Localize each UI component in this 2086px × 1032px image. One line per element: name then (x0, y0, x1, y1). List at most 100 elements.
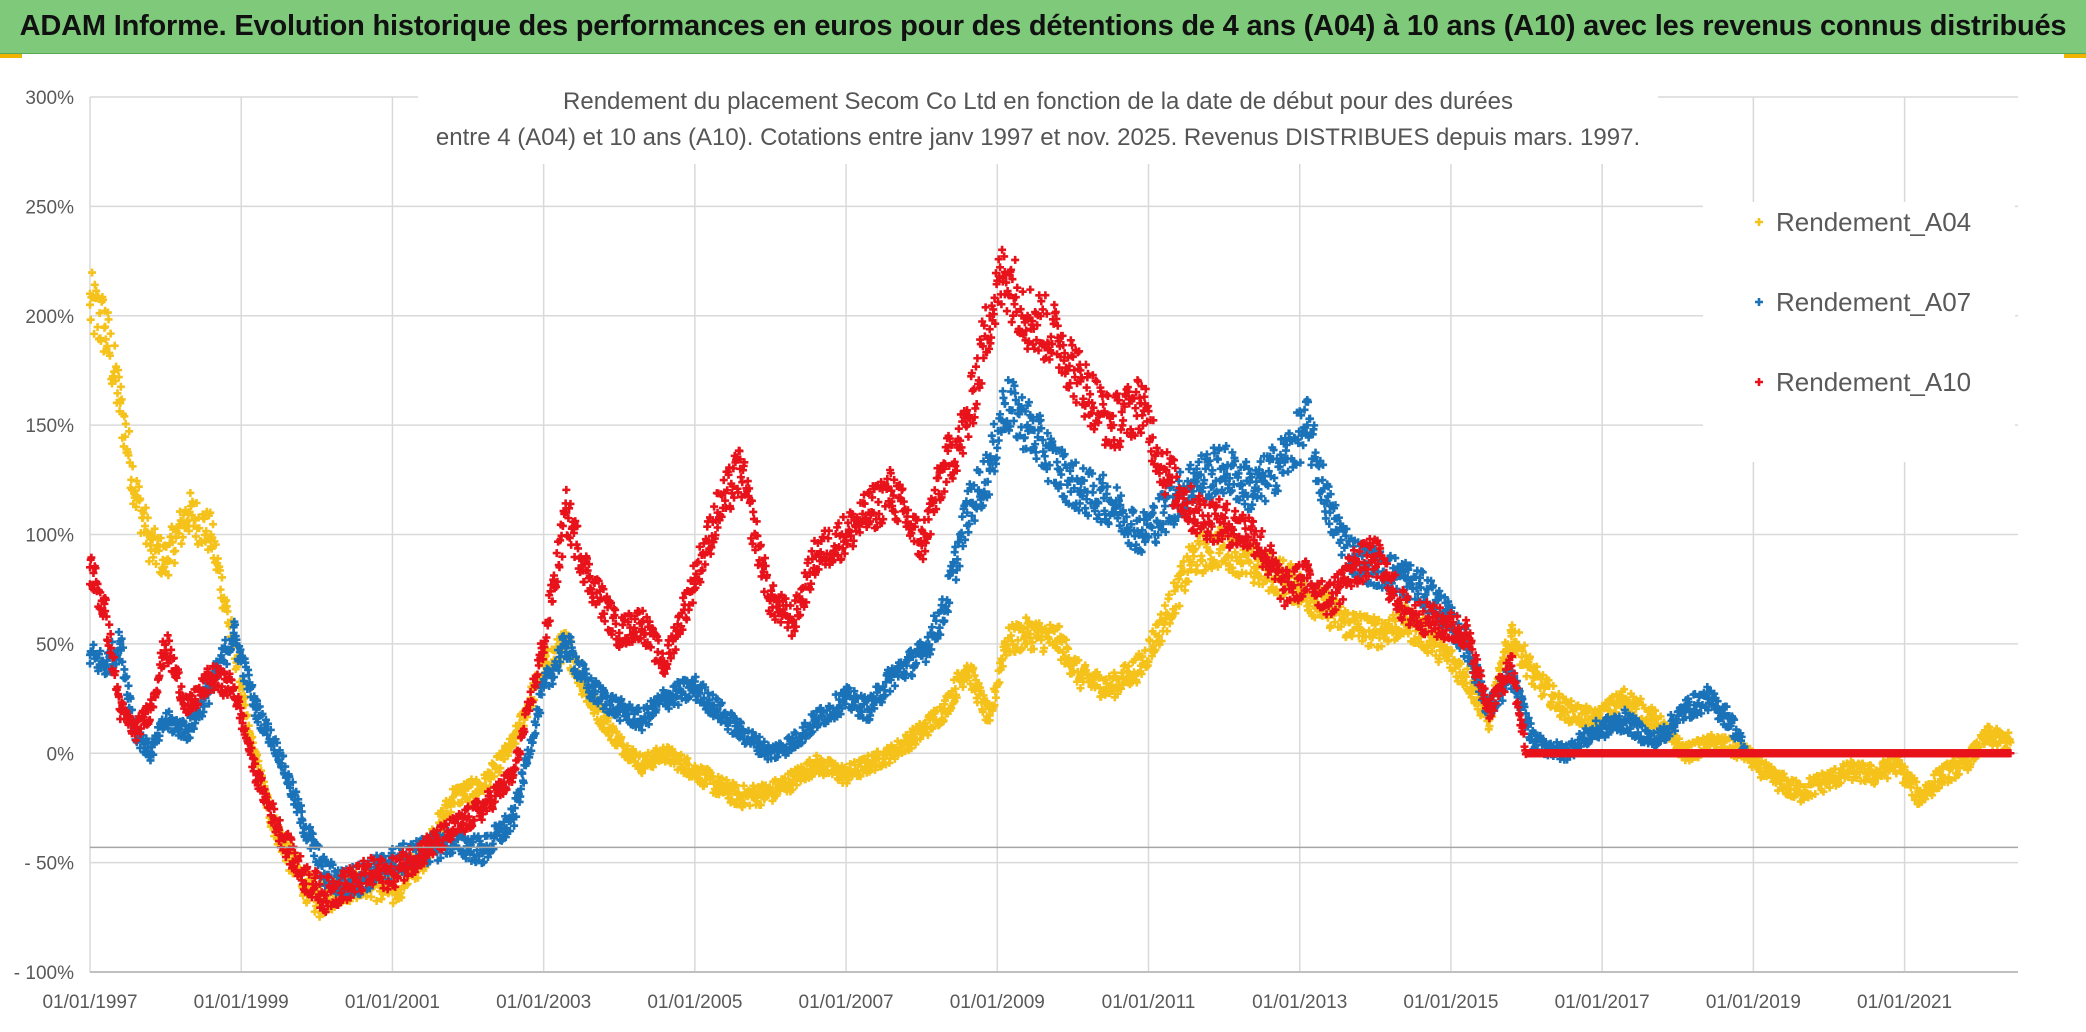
data-point (139, 509, 148, 518)
data-point (121, 419, 130, 428)
data-point (244, 670, 253, 679)
data-point (994, 436, 1003, 445)
data-point (105, 351, 114, 360)
data-point (490, 772, 499, 781)
data-point (132, 477, 141, 486)
data-point (377, 895, 386, 904)
data-point (1248, 500, 1257, 509)
data-point (217, 573, 226, 582)
data-point (310, 907, 319, 916)
data-point (136, 494, 145, 503)
data-point (233, 662, 242, 671)
data-point (195, 524, 204, 533)
corner-accent-right (2064, 54, 2086, 58)
series-rendement-a04 (86, 268, 2015, 921)
data-point (211, 540, 220, 549)
data-point (168, 538, 177, 547)
data-point (589, 709, 598, 718)
data-point (367, 892, 376, 901)
data-point (518, 769, 527, 778)
data-point (702, 779, 711, 788)
data-point (1318, 476, 1327, 485)
data-point (104, 315, 113, 324)
data-point (207, 544, 216, 553)
data-point (1089, 481, 1098, 490)
data-point (940, 616, 949, 625)
data-point (993, 443, 1002, 452)
data-point (714, 790, 723, 799)
data-point (125, 427, 134, 436)
data-point (202, 527, 211, 536)
data-point (134, 482, 143, 491)
data-point (952, 575, 961, 584)
data-point (727, 795, 736, 804)
data-point (818, 759, 827, 768)
data-point (612, 727, 621, 736)
data-point (165, 556, 174, 565)
data-point (788, 785, 797, 794)
data-point (617, 733, 626, 742)
data-point (106, 329, 115, 338)
data-point (623, 742, 632, 751)
data-point (186, 488, 195, 497)
data-point (149, 553, 158, 562)
data-point (110, 341, 119, 350)
data-point (110, 367, 119, 376)
chart-area: - 100%- 50%0%50%100%150%200%250%300%01/0… (14, 72, 2018, 1013)
data-point (142, 539, 151, 548)
data-point (156, 533, 165, 542)
data-point (1261, 497, 1270, 506)
data-point (92, 286, 101, 295)
data-point (99, 295, 108, 304)
data-point (805, 756, 814, 765)
banner-title: ADAM Informe. Evolution historique des p… (19, 10, 2067, 42)
plot-area (86, 245, 2015, 921)
data-point (223, 607, 232, 616)
data-point (88, 268, 97, 277)
data-point (128, 462, 137, 471)
data-point (756, 801, 765, 810)
data-point (1161, 502, 1170, 511)
data-point (114, 373, 123, 382)
data-point (1032, 454, 1041, 463)
data-point (1150, 503, 1159, 512)
data-point (178, 533, 187, 542)
data-point (1549, 682, 1558, 691)
data-point (1159, 508, 1168, 517)
data-point (120, 665, 129, 674)
data-point (143, 513, 152, 522)
data-point (213, 554, 222, 563)
data-point (116, 382, 125, 391)
data-point (170, 558, 179, 567)
data-point (935, 623, 944, 632)
data-point (1284, 467, 1293, 476)
data-point (192, 498, 201, 507)
data-point (241, 701, 250, 710)
data-point (181, 506, 190, 515)
data-point (494, 768, 503, 777)
data-point (86, 659, 94, 668)
data-point (141, 503, 150, 512)
data-point (209, 520, 218, 529)
data-point (215, 566, 224, 575)
data-point (191, 532, 200, 541)
data-point (200, 514, 209, 523)
data-point (496, 764, 505, 773)
data-point (114, 366, 123, 375)
data-point (171, 546, 180, 555)
data-point (1514, 628, 1523, 637)
data-point (103, 342, 112, 351)
data-point (101, 335, 110, 344)
data-point (96, 336, 105, 345)
data-point (1053, 458, 1062, 467)
data-point (86, 300, 94, 309)
data-point (799, 765, 808, 774)
data-point (164, 571, 173, 580)
data-point (768, 796, 777, 805)
data-point (1000, 399, 1009, 408)
data-point (1040, 452, 1049, 461)
data-point (120, 412, 129, 421)
data-point (303, 896, 312, 905)
data-point (648, 763, 657, 772)
data-point (121, 432, 130, 441)
